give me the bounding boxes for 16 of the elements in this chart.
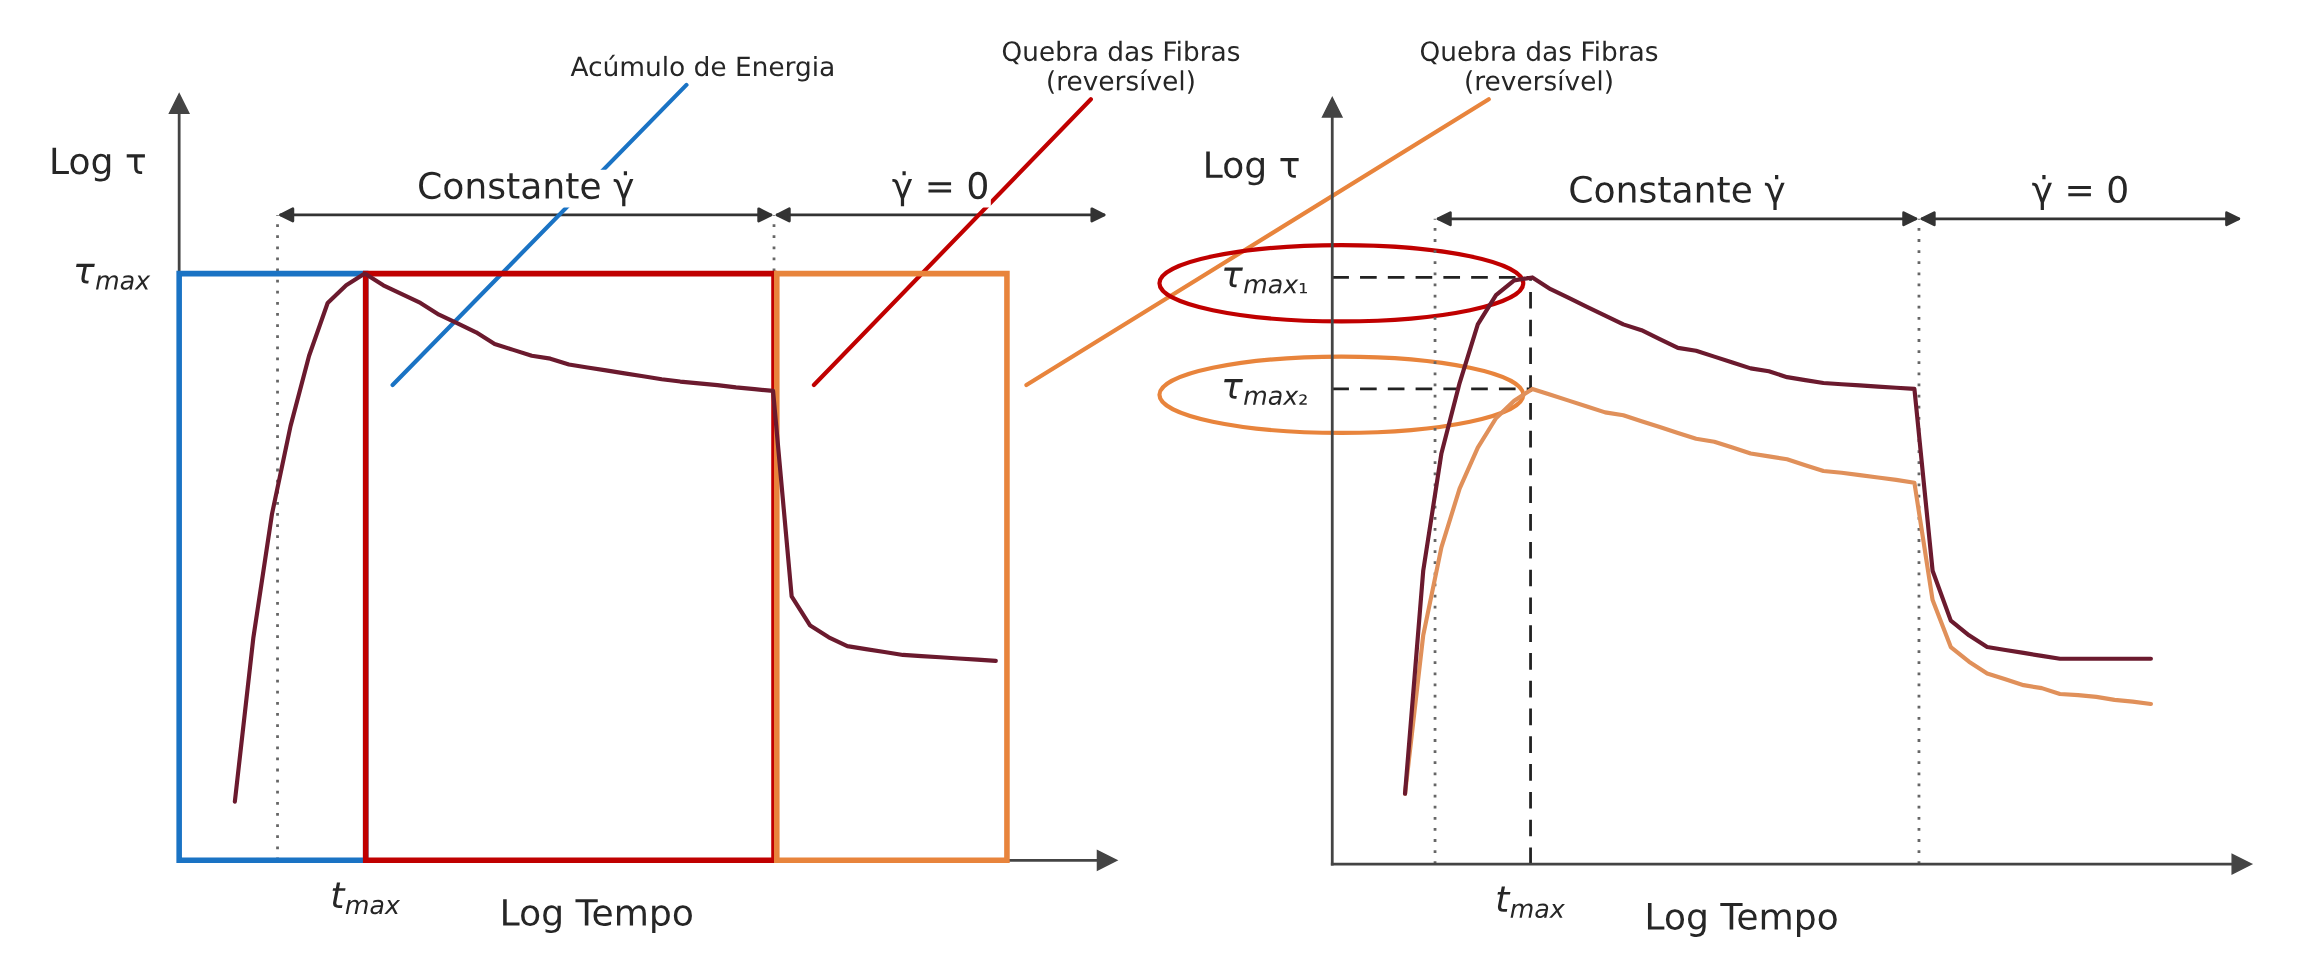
text: Acúmulo de Energia	[570, 54, 833, 82]
text: Constante γ̇	[1570, 175, 1785, 210]
text: t$_{max}$	[1497, 886, 1565, 919]
text: γ̇ = 0	[892, 171, 987, 207]
text: Quebra das Fibras (reversível)	[1420, 40, 1658, 94]
text: Constante γ̇	[419, 171, 634, 207]
text: t$_{max}$	[332, 882, 401, 915]
text: γ̇ = 0	[2032, 175, 2127, 210]
x-axis-title: Log Tempo	[1647, 903, 1837, 937]
x-axis-title: Log Tempo	[503, 899, 692, 934]
ref-line-label: τ$_{max₂}$	[1224, 379, 1307, 406]
text: Quebra das Fibras (reversível)	[1002, 40, 1240, 94]
ref-line-label: τ$_{max₁}$	[1224, 267, 1307, 294]
y-axis-title: Log τ	[1206, 151, 1299, 186]
y-axis-title: Log τ	[52, 147, 145, 182]
text: τ$_{max}$	[76, 263, 151, 290]
